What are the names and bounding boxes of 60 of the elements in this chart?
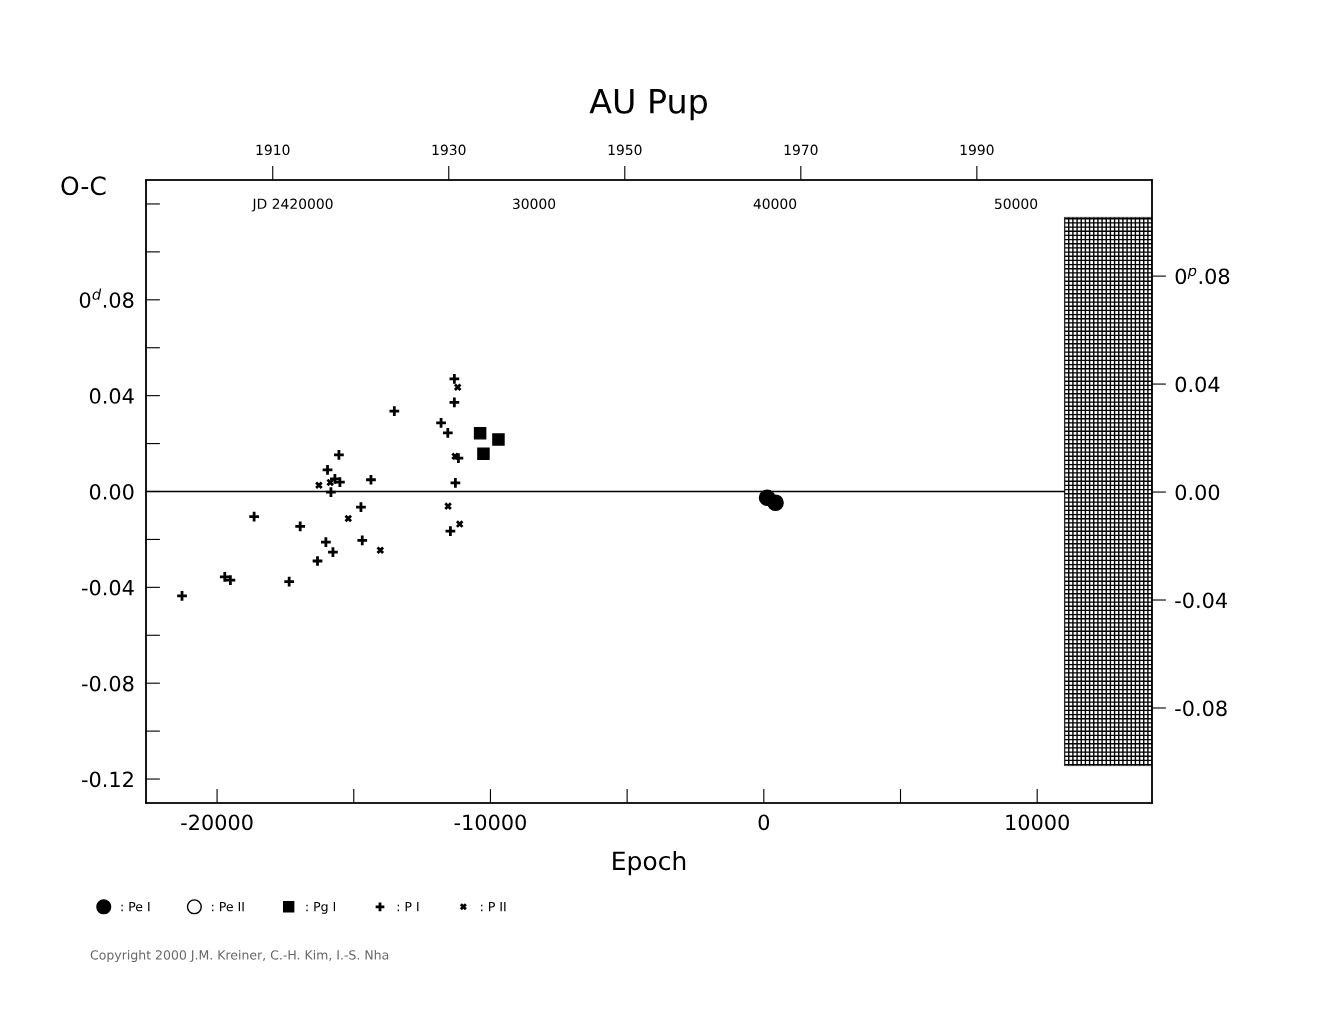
point: [321, 463, 334, 477]
point: [434, 416, 448, 430]
x-tick-label: -20000: [181, 814, 253, 831]
annotation: 40000: [753, 198, 797, 210]
x2-tick-label: 1990: [960, 144, 994, 156]
x2-tick-label: 1950: [608, 144, 642, 156]
legend-label: : Pg I: [306, 902, 336, 914]
y-tick-label: 0$^{d}$.08: [79, 288, 134, 308]
x-tick-label: -10000: [454, 814, 526, 831]
x2-tick-label: 1910: [256, 144, 290, 156]
y-tick-label: 0.04: [89, 388, 134, 404]
y-tick-label: -0.04: [82, 579, 134, 596]
y2-tick-label: 0$^{p}$.08: [1175, 267, 1230, 285]
point: [767, 494, 784, 512]
legend-label: : P I: [397, 902, 419, 912]
point: [388, 404, 401, 418]
point: [354, 500, 368, 514]
annotation: 30000: [512, 198, 556, 210]
x-tick-label: 0: [758, 814, 770, 831]
chart-title: AU Pup: [589, 89, 707, 121]
y2-tick-label: -0.08: [1175, 700, 1227, 717]
point: [449, 476, 462, 490]
point: [218, 570, 232, 584]
point: [473, 427, 487, 440]
point: [492, 433, 505, 446]
point: [444, 524, 457, 538]
point: [328, 472, 342, 486]
point: [247, 510, 261, 523]
legend-label: : P II: [481, 902, 506, 912]
y-tick-label: -0.12: [82, 771, 133, 788]
x2-tick-label: 1930: [432, 144, 466, 156]
x2-tick-label: 1970: [784, 144, 818, 156]
y-axis-title: O-C: [61, 176, 106, 196]
point: [319, 535, 333, 549]
point: [452, 451, 465, 465]
point: [311, 554, 324, 568]
point: [224, 573, 237, 587]
text: Copyright 2000 J.M. Kreiner, C.-H. Kim, I.-S. Nha: [90, 949, 389, 963]
legend-label: : Pe II: [212, 902, 244, 912]
y-tick-label: 0.00: [89, 483, 134, 500]
point: [356, 534, 369, 547]
x-axis-title: Epoch: [613, 850, 686, 876]
y2-tick-label: -0.04: [1175, 592, 1227, 609]
annotation: JD 2420000: [251, 198, 333, 212]
x-tick-label: 10000: [1006, 814, 1069, 831]
annotation: 50000: [994, 198, 1038, 210]
point: [448, 372, 461, 386]
legend-label: : Pe I: [121, 902, 150, 912]
y2-tick-label: 0.04: [1175, 376, 1220, 393]
y-tick-label: -0.08: [82, 675, 134, 692]
point: [293, 520, 307, 533]
point: [326, 545, 340, 559]
point: [441, 426, 455, 440]
y2-tick-label: 0.00: [1175, 484, 1220, 501]
point: [448, 396, 461, 409]
point: [332, 448, 346, 462]
point: [364, 473, 378, 487]
point: [477, 447, 490, 460]
point: [282, 575, 296, 588]
point: [175, 589, 189, 603]
